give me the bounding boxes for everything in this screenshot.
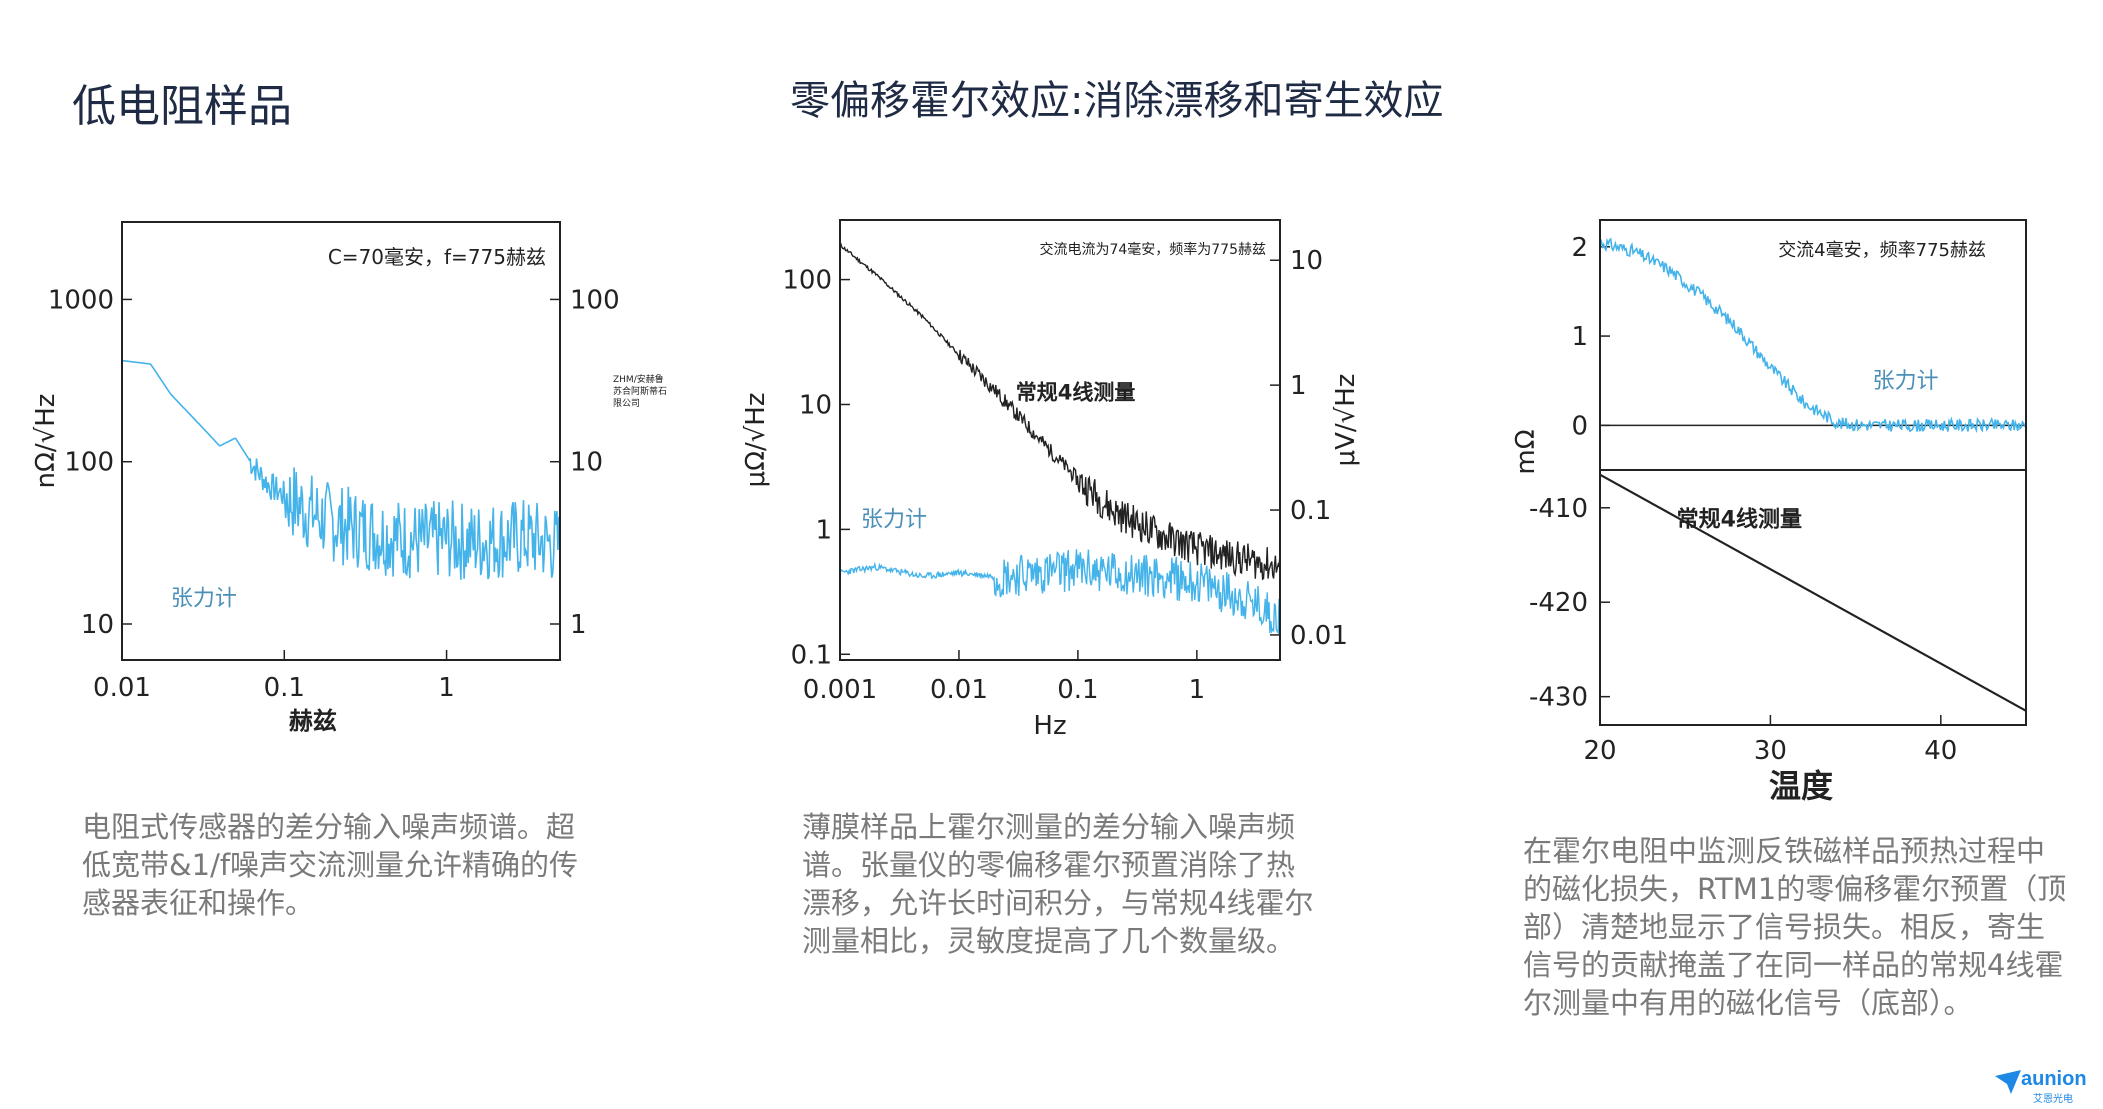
series-label-tensormeter: 张力计 xyxy=(861,508,927,533)
side-note-line: ZHM/安赫鲁 xyxy=(613,373,664,385)
y2-axis-label: μV/√Hz xyxy=(1331,374,1361,467)
y-axis-label: mΩ xyxy=(1511,429,1541,474)
x-tick-label: 0.01 xyxy=(93,673,151,703)
caption-chart-2: 薄膜样品上霍尔测量的差分输入噪声频谱。张量仪的零偏移霍尔预置消除了热漂移，允许长… xyxy=(802,810,1314,958)
x-tick-label: 0.01 xyxy=(930,675,988,705)
company-logo: aunion 艾恩光电 xyxy=(1995,1068,2095,1105)
y2-tick-label: 0.1 xyxy=(1290,496,1331,526)
series-line-conventional xyxy=(1599,473,2027,712)
caption-chart-3: 在霍尔电阻中监测反铁磁样品预热过程中的磁化损失，RTM1的零偏移霍尔预置（顶部）… xyxy=(1523,834,2067,1020)
y-tick-label-bottom: -430 xyxy=(1529,683,1588,713)
y2-tick-label: 100 xyxy=(570,285,620,315)
y-tick-label: 0.1 xyxy=(791,640,832,670)
y-tick-label-top: 2 xyxy=(1571,233,1588,263)
side-note-line: 限公司 xyxy=(613,398,640,409)
series-label-conventional: 常规4线测量 xyxy=(1677,507,1802,533)
y-tick-label: 10 xyxy=(81,610,114,640)
plot-frame xyxy=(839,219,1281,661)
y-tick-label: 1000 xyxy=(48,285,114,315)
x-tick-label: 0.1 xyxy=(1057,675,1098,705)
chart-noise-spectrum-hall: 0.001 0.01 0.1 1 0.1 1 10 100 0.01 0.1 1 10 Hz μΩ/√Hz… xyxy=(741,219,1361,741)
plot-frame xyxy=(121,221,561,661)
y-tick-label-bottom: -420 xyxy=(1529,588,1588,618)
series-line-conventional xyxy=(839,243,1281,581)
logo-text: aunion xyxy=(2021,1068,2087,1090)
page-title-center: 零偏移霍尔效应:消除漂移和寄生效应 xyxy=(790,78,1444,124)
y-axis-label: nΩ/√Hz xyxy=(31,394,61,489)
chart-annotation: C=70毫安，f=775赫兹 xyxy=(328,245,546,269)
y2-tick-label: 1 xyxy=(570,610,587,640)
series-label-tensormeter: 张力计 xyxy=(171,587,237,612)
series-label-conventional: 常规4线测量 xyxy=(1016,380,1136,404)
x-tick-label: 20 xyxy=(1583,736,1616,766)
chart-magnetization-temperature: 0 1 2 -410 -420 -430 20 30 40 温度 mΩ 交流4毫安，频率775赫兹张力… xyxy=(1511,219,2027,805)
x-tick-label: 0.1 xyxy=(264,673,305,703)
y-tick-label-top: 1 xyxy=(1571,322,1588,352)
series-line-tensormeter xyxy=(839,549,1281,635)
y-tick-label-top: 0 xyxy=(1571,411,1588,441)
y-tick-label-bottom: -410 xyxy=(1529,494,1588,524)
series-label-tensormeter: 张力计 xyxy=(1873,369,1939,394)
logo-subtext: 艾恩光电 xyxy=(2033,1094,2073,1105)
chart-annotation: 交流电流为74毫安，频率为775赫兹 xyxy=(1039,241,1266,258)
x-tick-label: 0.001 xyxy=(803,675,877,705)
side-note-line: 苏合阿斯蒂石 xyxy=(613,385,667,397)
y2-tick-label: 1 xyxy=(1290,371,1307,401)
x-axis-label: Hz xyxy=(1033,711,1066,741)
page-title-left: 低电阻样品 xyxy=(72,81,292,132)
y2-tick-label: 10 xyxy=(570,448,603,478)
x-tick-label: 30 xyxy=(1754,736,1787,766)
logo-icon xyxy=(1995,1070,2021,1094)
y-tick-label: 100 xyxy=(782,266,832,296)
x-tick-label: 40 xyxy=(1924,736,1957,766)
y-tick-label: 100 xyxy=(64,448,114,478)
x-axis-label: 赫兹 xyxy=(289,707,337,735)
series-line-tensormeter xyxy=(1599,237,2027,434)
y2-tick-label: 10 xyxy=(1290,246,1323,276)
chart-noise-spectrum-resistive: 0.01 0.1 1 10 100 1000 1 10 100 赫兹 nΩ/√Hz C=70毫安，f=… xyxy=(31,221,667,735)
chart-annotation: 交流4毫安，频率775赫兹 xyxy=(1778,240,1986,261)
x-axis-label: 温度 xyxy=(1769,767,1833,805)
series-line-tensormeter xyxy=(121,359,561,580)
y-axis-label: μΩ/√Hz xyxy=(741,393,771,488)
x-tick-label: 1 xyxy=(438,673,455,703)
caption-chart-1: 电阻式传感器的差分输入噪声频谱。超低宽带&1/f噪声交流测量允许精确的传感器表征… xyxy=(82,810,579,920)
y-tick-label: 10 xyxy=(799,390,832,420)
plot-frame-bottom xyxy=(1599,469,2027,726)
y-tick-label: 1 xyxy=(815,515,832,545)
y2-tick-label: 0.01 xyxy=(1290,621,1348,651)
x-tick-label: 1 xyxy=(1189,675,1206,705)
